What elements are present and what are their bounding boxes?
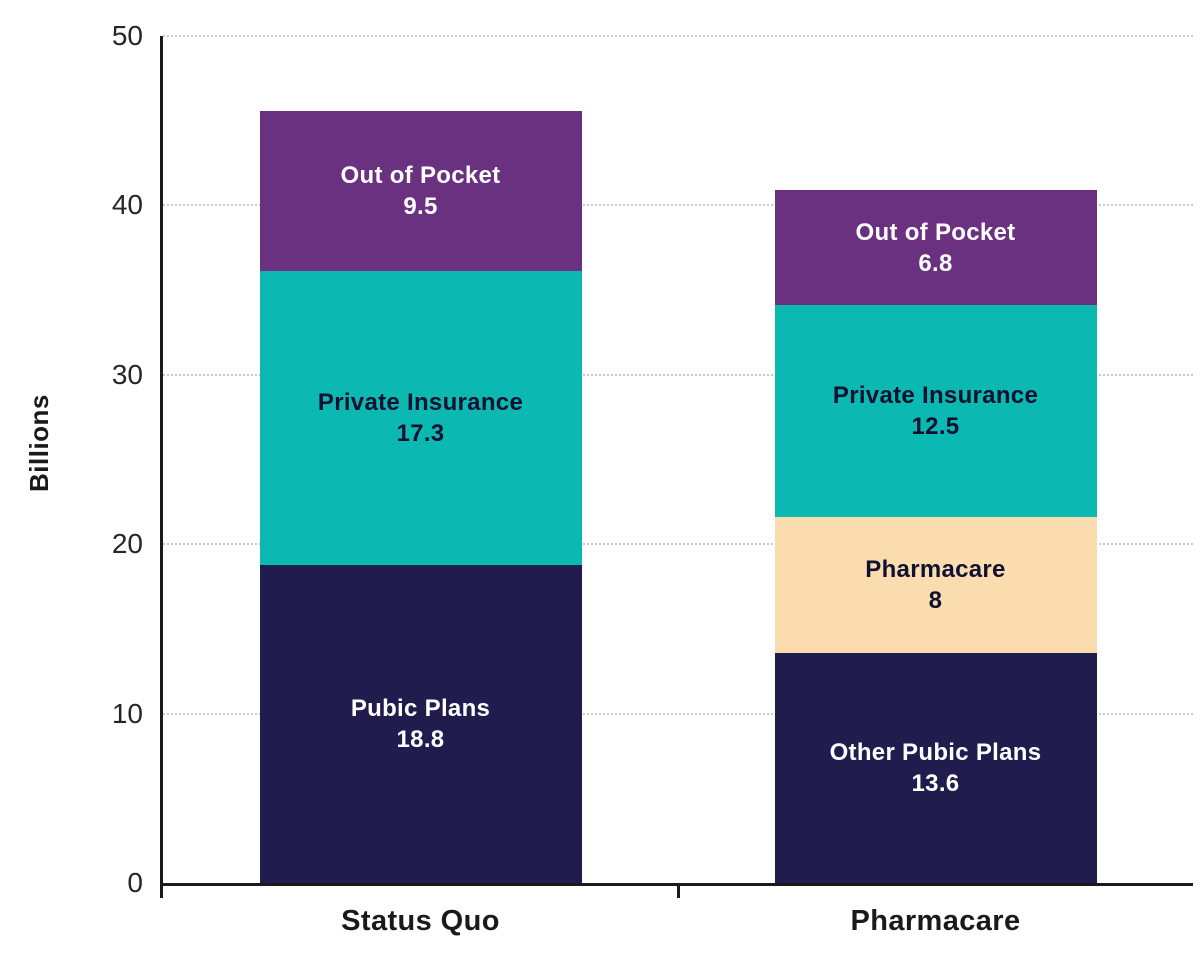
segment-label: Pharmacare	[865, 555, 1006, 583]
x-axis-label-status-quo: Status Quo	[341, 905, 500, 937]
segment-value: 13.6	[911, 769, 960, 797]
segment-pharmacare-other-pubic-plans: Other Pubic Plans 13.6	[774, 652, 1097, 883]
segment-value: 9.5	[403, 193, 438, 221]
axis-corner-tick	[160, 883, 163, 898]
y-tick-label-10: 10	[111, 697, 143, 729]
segment-value: 17.3	[396, 420, 445, 447]
bar-pharmacare: Other Pubic Plans 13.6 Pharmacare 8 Private …	[774, 190, 1097, 883]
segment-status-quo-private-insurance: Private Insurance 17.3	[259, 271, 582, 565]
y-tick-label-30: 30	[111, 358, 143, 390]
segment-status-quo-pubic-plans: Pubic Plans 18.8	[259, 564, 582, 883]
segment-value: 6.8	[918, 249, 953, 277]
bar-status-quo: Pubic Plans 18.8 Private Insurance 17.3 Out …	[259, 110, 582, 883]
y-tick-label-20: 20	[111, 528, 143, 560]
plot-area: 0 10 20 30 40 50 Pubic Plans 18.8 Private Insura…	[112, 20, 1193, 937]
gridline-10	[163, 712, 1193, 715]
segment-value: 12.5	[911, 413, 960, 441]
y-tick-label-0: 0	[127, 867, 143, 898]
y-axis-title: Billions	[24, 394, 54, 492]
x-axis-label-pharmacare: Pharmacare	[850, 905, 1021, 937]
gridline-50	[163, 35, 1193, 37]
segment-label: Private Insurance	[317, 389, 524, 416]
segment-label: Out of Pocket	[855, 218, 1016, 246]
gridline-20	[163, 543, 1193, 546]
segment-label: Pubic Plans	[350, 694, 491, 722]
segment-label: Other Pubic Plans	[829, 738, 1042, 766]
segment-pharmacare-pharmacare: Pharmacare 8	[774, 517, 1097, 653]
segment-pharmacare-out-of-pocket: Out of Pocket 6.8	[774, 190, 1097, 306]
segment-status-quo-out-of-pocket: Out of Pocket 9.5	[259, 110, 582, 272]
segment-label: Private Insurance	[832, 382, 1039, 410]
segment-label: Out of Pocket	[340, 162, 501, 190]
gridline-30	[163, 373, 1193, 376]
y-tick-label-40: 40	[111, 189, 143, 221]
gridline-40	[163, 204, 1193, 207]
segment-pharmacare-private-insurance: Private Insurance 12.5	[774, 305, 1097, 518]
y-tick-label-50: 50	[111, 20, 143, 51]
segment-value: 18.8	[396, 725, 445, 753]
segment-value: 8	[928, 586, 943, 614]
x-axis-mid-tick	[677, 883, 680, 898]
